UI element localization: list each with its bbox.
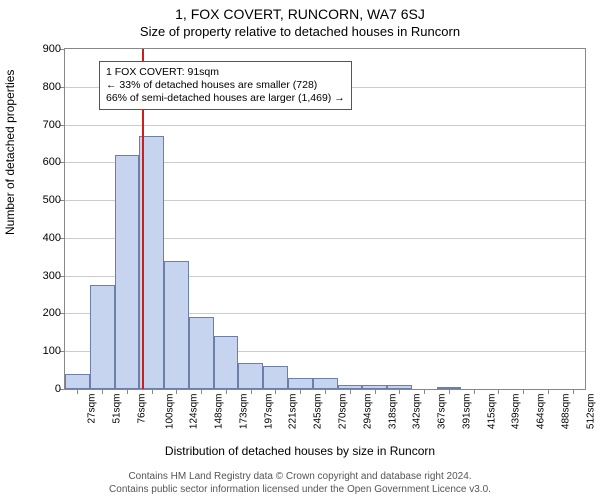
- x-tick-label: 415sqm: [486, 394, 497, 430]
- x-tick-mark: [226, 389, 227, 394]
- x-tick-mark: [498, 389, 499, 394]
- credits-line2: Contains public sector information licen…: [0, 484, 600, 497]
- histogram-bar: [214, 336, 239, 389]
- y-tick-label: 600: [43, 156, 61, 168]
- annotation-line1: 1 FOX COVERT: 91sqm: [106, 66, 345, 79]
- x-tick-label: 439sqm: [511, 394, 522, 430]
- x-tick-mark: [77, 389, 78, 394]
- y-tick-label: 200: [43, 307, 61, 319]
- x-tick-mark: [176, 389, 177, 394]
- x-tick-mark: [201, 389, 202, 394]
- y-axis-label: Number of detached properties: [3, 70, 17, 235]
- x-tick-label: 245sqm: [313, 394, 324, 430]
- x-tick-label: 294sqm: [362, 394, 373, 430]
- x-tick-label: 100sqm: [164, 394, 175, 430]
- x-tick-mark: [375, 389, 376, 394]
- annotation-line3: 66% of semi-detached houses are larger (…: [106, 92, 345, 105]
- chart-title-line2: Size of property relative to detached ho…: [0, 24, 600, 39]
- x-tick-mark: [523, 389, 524, 394]
- x-tick-label: 318sqm: [387, 394, 398, 430]
- x-tick-mark: [424, 389, 425, 394]
- plot-area: 010020030040050060070080090027sqm51sqm76…: [64, 48, 586, 390]
- x-tick-mark: [275, 389, 276, 394]
- x-tick-mark: [573, 389, 574, 394]
- x-tick-label: 512sqm: [585, 394, 596, 430]
- y-tick-label: 500: [43, 194, 61, 206]
- histogram-bar: [65, 374, 90, 389]
- x-tick-label: 488sqm: [560, 394, 571, 430]
- chart-title-line1: 1, FOX COVERT, RUNCORN, WA7 6SJ: [0, 6, 600, 22]
- y-tick-label: 0: [55, 383, 61, 395]
- x-tick-label: 27sqm: [87, 394, 98, 424]
- x-tick-label: 51sqm: [112, 394, 123, 424]
- x-tick-mark: [152, 389, 153, 394]
- annotation-line2: ← 33% of detached houses are smaller (72…: [106, 79, 345, 92]
- x-tick-label: 197sqm: [263, 394, 274, 430]
- y-tick-label: 100: [43, 345, 61, 357]
- credits-line1: Contains HM Land Registry data © Crown c…: [0, 471, 600, 484]
- y-tick-label: 400: [43, 232, 61, 244]
- chart-container: { "titles": { "line1": "1, FOX COVERT, R…: [0, 0, 600, 500]
- x-tick-label: 221sqm: [288, 394, 299, 430]
- x-tick-mark: [474, 389, 475, 394]
- x-axis-label: Distribution of detached houses by size …: [0, 444, 600, 458]
- x-tick-label: 464sqm: [535, 394, 546, 430]
- x-tick-mark: [300, 389, 301, 394]
- x-tick-mark: [399, 389, 400, 394]
- x-tick-mark: [102, 389, 103, 394]
- histogram-bar: [90, 285, 115, 389]
- x-tick-label: 342sqm: [412, 394, 423, 430]
- x-tick-mark: [350, 389, 351, 394]
- histogram-bar: [115, 155, 140, 389]
- x-tick-label: 173sqm: [238, 394, 249, 430]
- histogram-bar: [238, 363, 263, 389]
- x-tick-label: 124sqm: [189, 394, 200, 430]
- x-tick-label: 76sqm: [136, 394, 147, 424]
- x-tick-label: 148sqm: [213, 394, 224, 430]
- x-tick-mark: [127, 389, 128, 394]
- histogram-bar: [288, 378, 313, 389]
- x-tick-mark: [548, 389, 549, 394]
- x-tick-mark: [251, 389, 252, 394]
- y-tick-label: 300: [43, 270, 61, 282]
- x-tick-label: 367sqm: [436, 394, 447, 430]
- histogram-bar: [263, 366, 288, 389]
- y-tick-label: 700: [43, 119, 61, 131]
- y-tick-label: 900: [43, 43, 61, 55]
- x-tick-label: 270sqm: [337, 394, 348, 430]
- x-tick-mark: [449, 389, 450, 394]
- x-tick-mark: [325, 389, 326, 394]
- histogram-bar: [189, 317, 214, 389]
- credits: Contains HM Land Registry data © Crown c…: [0, 471, 600, 496]
- x-tick-label: 391sqm: [461, 394, 472, 430]
- y-tick-label: 800: [43, 81, 61, 93]
- histogram-bar: [164, 261, 189, 389]
- annotation-box: 1 FOX COVERT: 91sqm ← 33% of detached ho…: [99, 61, 352, 110]
- histogram-bar: [313, 378, 338, 389]
